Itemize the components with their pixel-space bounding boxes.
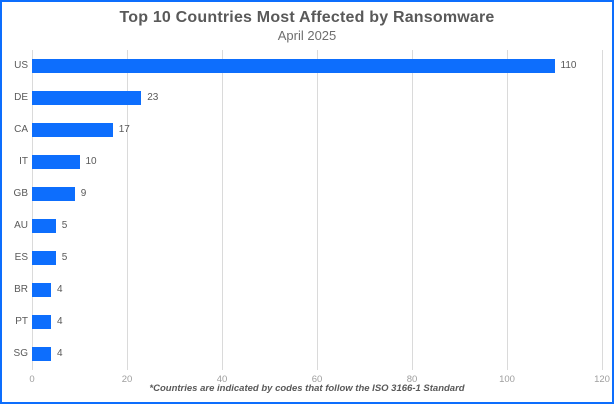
value-label: 10: [85, 156, 97, 167]
chart-subtitle: April 2025: [277, 28, 337, 43]
gridline: [507, 50, 508, 370]
bar: [32, 59, 555, 73]
bar: [32, 155, 80, 169]
value-label: 5: [61, 252, 68, 263]
bar-row: ES 5: [15, 242, 602, 274]
gridline: [602, 50, 603, 370]
gridline: [412, 50, 413, 370]
x-tick-label: 20: [121, 374, 133, 385]
bar: [32, 123, 113, 137]
value-label: 110: [560, 60, 577, 71]
bar: [32, 91, 142, 105]
category-label: AU: [14, 220, 28, 231]
gridline: [127, 50, 128, 370]
chart-title: Top 10 Countries Most Affected by Ransom…: [119, 9, 495, 26]
bar: [32, 347, 51, 361]
bar-row: IT 10: [19, 146, 602, 178]
gridline: [32, 50, 33, 370]
x-tick-label: 40: [216, 374, 228, 385]
x-tick-label: 60: [311, 374, 323, 385]
value-label: 4: [56, 348, 63, 359]
plot-area: US 110 DE 23 CA 17 IT 10 GB 9 AU 5 ES 5 BR 4 PT 4 SG 4 0 20 4…: [14, 50, 610, 385]
x-tick-label: 0: [29, 374, 35, 385]
bar: [32, 219, 56, 233]
value-label: 9: [80, 188, 87, 199]
bar-row: PT 4: [15, 306, 602, 338]
value-label: 5: [61, 220, 68, 231]
category-label: GB: [13, 188, 28, 199]
value-label: 23: [147, 92, 159, 103]
bar-row: CA 17: [14, 114, 602, 146]
bar-row: DE 23: [14, 82, 602, 114]
category-label: ES: [14, 252, 28, 263]
category-label: SG: [13, 348, 28, 359]
gridline: [317, 50, 318, 370]
bar-row: AU 5: [14, 210, 602, 242]
gridline: [222, 50, 223, 370]
bar: [32, 187, 75, 201]
bar-row: BR 4: [14, 274, 602, 306]
category-label: US: [14, 60, 28, 71]
x-tick-label: 100: [499, 374, 515, 385]
x-tick-label: 120: [594, 374, 610, 385]
category-label: BR: [14, 284, 28, 295]
bar-row: SG 4: [14, 338, 602, 370]
value-label: 4: [56, 316, 63, 327]
footnote: *Countries are indicated by codes that f…: [149, 383, 465, 394]
x-tick-label: 80: [406, 374, 418, 385]
bar-row: US 110: [14, 50, 602, 82]
bar-rows: US 110 DE 23 CA 17 IT 10 GB 9 AU 5 ES 5 BR 4 PT 4 SG 4: [14, 50, 602, 370]
category-label: CA: [14, 124, 28, 135]
bar-row: GB 9: [14, 178, 602, 210]
value-label: 17: [118, 124, 130, 135]
category-label: PT: [15, 316, 28, 327]
category-label: DE: [14, 92, 28, 103]
category-label: IT: [19, 156, 28, 167]
bar: [32, 251, 56, 265]
bar: [32, 315, 51, 329]
bar: [32, 283, 51, 297]
value-label: 4: [56, 284, 63, 295]
